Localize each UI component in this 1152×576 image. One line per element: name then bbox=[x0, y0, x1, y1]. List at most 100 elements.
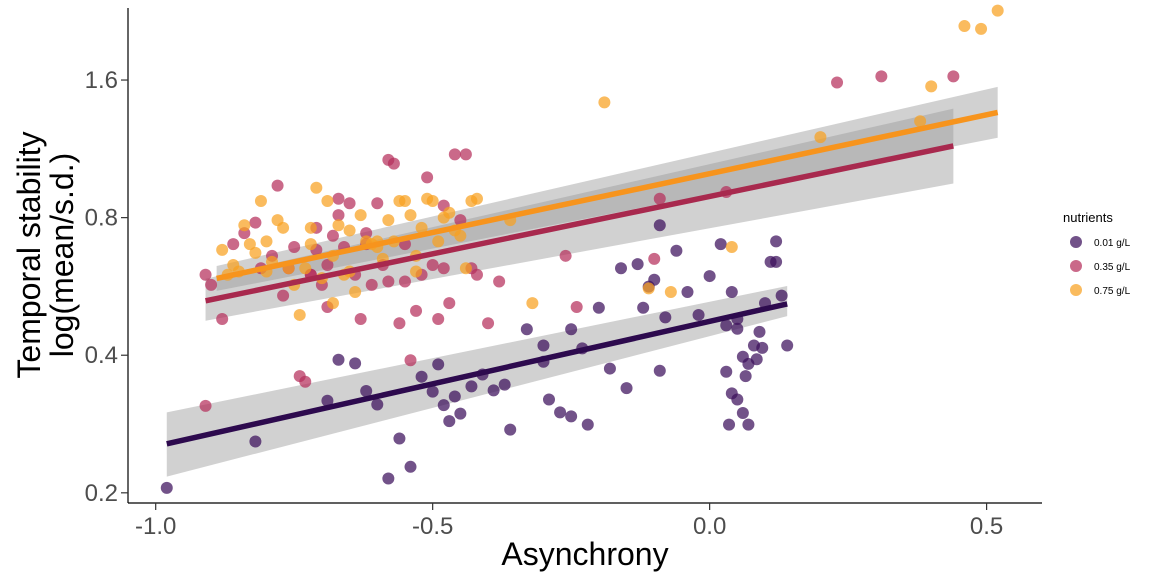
data-point bbox=[332, 353, 345, 366]
data-point bbox=[410, 304, 423, 317]
y-tick-label: 1.6 bbox=[85, 67, 118, 94]
data-point bbox=[249, 435, 262, 448]
data-point bbox=[199, 399, 212, 412]
x-axis-title: Asynchrony bbox=[501, 536, 668, 572]
data-point bbox=[454, 214, 467, 227]
data-point bbox=[343, 197, 356, 210]
data-point bbox=[592, 301, 605, 314]
data-point bbox=[465, 380, 478, 393]
data-point bbox=[321, 394, 334, 407]
data-point bbox=[526, 297, 539, 310]
data-point bbox=[925, 80, 938, 93]
legend-title: nutrients bbox=[1063, 210, 1113, 225]
data-point bbox=[537, 339, 550, 352]
data-point bbox=[199, 268, 212, 281]
data-point bbox=[504, 423, 517, 436]
data-point bbox=[426, 194, 439, 207]
y-tick-label: 0.2 bbox=[85, 480, 118, 507]
data-point bbox=[648, 252, 661, 265]
data-point bbox=[343, 224, 356, 237]
data-point bbox=[443, 206, 456, 219]
data-point bbox=[470, 268, 483, 281]
data-point bbox=[875, 70, 888, 83]
data-point bbox=[349, 357, 362, 370]
data-point bbox=[739, 370, 752, 383]
data-point bbox=[354, 313, 367, 326]
data-point bbox=[482, 317, 495, 330]
data-point bbox=[703, 270, 716, 283]
data-point bbox=[365, 278, 378, 291]
data-point bbox=[299, 262, 312, 275]
data-point bbox=[326, 229, 339, 242]
data-points bbox=[160, 4, 1004, 494]
data-point bbox=[720, 319, 733, 332]
data-point bbox=[498, 378, 511, 391]
data-point bbox=[393, 317, 406, 330]
data-point bbox=[354, 209, 367, 222]
legend-label-1: 0.35 g/L bbox=[1094, 262, 1131, 273]
y-tick-label: 0.8 bbox=[85, 205, 118, 232]
data-point bbox=[254, 194, 267, 207]
data-point bbox=[653, 364, 666, 377]
data-point bbox=[321, 194, 334, 207]
data-point bbox=[814, 131, 827, 144]
data-point bbox=[404, 354, 417, 367]
data-point bbox=[653, 192, 666, 205]
data-point bbox=[249, 216, 262, 229]
legend-label-0: 0.01 g/L bbox=[1094, 238, 1131, 249]
data-point bbox=[382, 214, 395, 227]
data-point bbox=[243, 238, 256, 251]
data-point bbox=[238, 219, 251, 232]
data-point bbox=[958, 20, 971, 33]
data-point bbox=[415, 370, 428, 383]
data-point bbox=[565, 410, 578, 423]
confidence-band-0 bbox=[166, 285, 788, 477]
data-point bbox=[448, 390, 461, 403]
data-point bbox=[304, 238, 317, 251]
data-point bbox=[991, 4, 1004, 17]
legend-label-2: 0.75 g/L bbox=[1094, 286, 1131, 297]
data-point bbox=[205, 278, 218, 291]
data-point bbox=[371, 197, 384, 210]
data-point bbox=[299, 375, 312, 388]
data-point bbox=[310, 181, 323, 194]
data-point bbox=[554, 406, 567, 419]
data-point bbox=[653, 219, 666, 232]
data-point bbox=[216, 243, 229, 256]
data-point bbox=[742, 418, 755, 431]
data-point bbox=[277, 221, 290, 234]
data-point bbox=[216, 313, 229, 326]
data-point bbox=[321, 259, 334, 272]
fit-line-1 bbox=[204, 143, 954, 304]
data-point bbox=[459, 262, 472, 275]
data-point bbox=[382, 472, 395, 485]
data-point bbox=[432, 358, 445, 371]
x-tick-label: -1.0 bbox=[135, 513, 176, 540]
legend: nutrients 0.01 g/L 0.35 g/L 0.75 g/L bbox=[1063, 210, 1131, 297]
data-point bbox=[382, 275, 395, 288]
data-point bbox=[443, 415, 456, 428]
data-point bbox=[415, 221, 428, 234]
data-point bbox=[393, 432, 406, 445]
data-point bbox=[387, 157, 400, 170]
data-point bbox=[437, 399, 450, 412]
data-point bbox=[277, 289, 290, 302]
data-point bbox=[692, 308, 705, 321]
data-point bbox=[542, 393, 555, 406]
data-point bbox=[770, 235, 783, 248]
legend-key-1 bbox=[1070, 260, 1082, 272]
x-axis-ticks: -1.0 -0.5 0.0 0.5 bbox=[135, 503, 1003, 540]
fit-line-0 bbox=[166, 301, 788, 447]
data-point bbox=[620, 382, 633, 395]
data-point bbox=[326, 297, 339, 310]
data-point bbox=[332, 209, 345, 222]
data-point bbox=[736, 406, 749, 419]
data-point bbox=[404, 209, 417, 222]
data-point bbox=[227, 238, 240, 251]
data-point bbox=[448, 148, 461, 161]
data-point bbox=[570, 300, 583, 313]
data-point bbox=[437, 262, 450, 275]
data-point bbox=[731, 322, 744, 335]
data-point bbox=[559, 249, 572, 262]
data-point bbox=[421, 171, 434, 184]
